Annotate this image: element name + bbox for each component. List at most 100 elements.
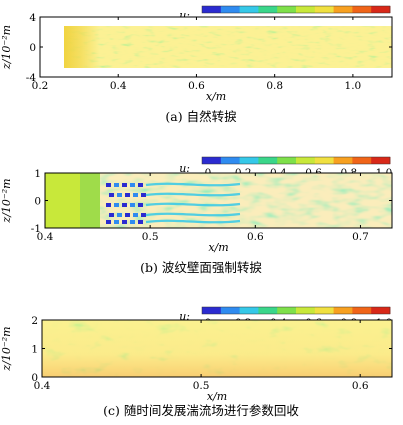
colorbar-swatch [239, 6, 259, 13]
x-tick-label: 0.4 [110, 80, 127, 92]
streak-line [145, 182, 241, 187]
streak-cell [122, 220, 127, 224]
colorbar-swatch [258, 157, 278, 164]
y-tick-label: 0 [29, 42, 36, 54]
x-tick-label: 0.6 [247, 231, 264, 243]
colorbar-swatch [239, 307, 259, 314]
colorbar-swatch [277, 307, 297, 314]
colorbar-swatch [258, 6, 278, 13]
panel-c: u:00.20.40.60.81.0 0.40.50.6210x/mz/10⁻²… [0, 306, 393, 403]
streaks-b [106, 182, 241, 224]
y-tick-label: -1 [31, 223, 41, 235]
colorbar-swatch [314, 157, 334, 164]
laminar-region-b [45, 173, 80, 228]
panel-b: u:00.20.40.60.81.0 0.40.50.60.710-1x/mz/… [0, 156, 393, 254]
x-axis-label: x/m [208, 241, 228, 254]
colorbar-swatch [220, 307, 240, 314]
flow-field-b [100, 173, 392, 228]
caption-b: (b) 波纹壁面强制转捩 [140, 260, 262, 275]
streak-line [145, 192, 241, 197]
y-tick-label: 4 [29, 12, 36, 24]
caption-c: (c) 随时间发展湍流场进行参数回收 [103, 403, 299, 418]
colorbar-swatch [352, 6, 372, 13]
colorbar-swatch [202, 157, 222, 164]
colorbar-swatch [220, 157, 240, 164]
x-tick-label: 0.2 [32, 80, 49, 92]
colorbar-swatch [333, 6, 353, 13]
x-tick-label: 0.8 [266, 80, 283, 92]
streak-cell [122, 203, 127, 207]
streak-line [145, 202, 241, 207]
colorbar-swatch [352, 307, 372, 314]
x-tick-label: 0.6 [188, 80, 205, 92]
streak-cell [117, 193, 122, 197]
colorbar-swatch [314, 307, 334, 314]
colorbar-swatch [314, 6, 334, 13]
colorbar-swatch [277, 6, 297, 13]
streak-cell [106, 220, 111, 224]
y-axis-label: z/10⁻²m [0, 178, 13, 223]
streak-cell [133, 193, 138, 197]
colorbar-swatch [371, 6, 391, 13]
y-tick-label: 0 [34, 196, 41, 208]
y-axis-label: z/10⁻²m [0, 25, 13, 70]
colorbar-swatch [202, 307, 222, 314]
streak-cell [106, 203, 111, 207]
colorbar-swatch [333, 157, 353, 164]
streak-cell [114, 220, 119, 224]
x-tick-label: 0.5 [193, 380, 210, 392]
streak-cell [117, 213, 122, 217]
streak-cell [133, 213, 138, 217]
colorbar-swatch [296, 307, 316, 314]
streak-cell [141, 213, 146, 217]
streak-cell [109, 213, 114, 217]
x-tick-label: 0.4 [37, 231, 54, 243]
y-tick-label: 2 [31, 315, 38, 327]
streak-cell [138, 203, 143, 207]
streak-cell [138, 183, 143, 187]
y-tick-label: -4 [26, 72, 37, 84]
panel-a: u:00.20.40.60.81.0 0.20.40.60.81.040-4x/… [0, 5, 393, 103]
y-axis-label: z/10⁻²m [0, 326, 13, 371]
colorbar-swatch [352, 157, 372, 164]
y-tick-label: 1 [31, 344, 38, 356]
colorbar-swatch [333, 307, 353, 314]
streak-cell [130, 203, 135, 207]
streak-cell [122, 183, 127, 187]
streak-cell [109, 193, 114, 197]
colorbar-swatch [220, 6, 240, 13]
colorbar-label: u: [179, 162, 190, 175]
colorbar-swatch [258, 307, 278, 314]
caption-a: (a) 自然转捩 [165, 109, 237, 124]
colorbar-swatch [371, 307, 391, 314]
colorbar-swatch [239, 157, 259, 164]
streak-cell [114, 183, 119, 187]
streak-cell [114, 203, 119, 207]
x-tick-label: 0.5 [142, 231, 159, 243]
streak-line [145, 212, 241, 217]
colorbar-swatch [296, 6, 316, 13]
x-tick-label: 0.6 [352, 380, 369, 392]
y-tick-label: 0 [31, 372, 38, 384]
streak-cell [125, 213, 130, 217]
streak-cell [125, 193, 130, 197]
y-tick-label: 1 [34, 168, 41, 180]
streak-cell [138, 220, 143, 224]
colorbar-label: u: [179, 9, 190, 22]
x-axis-label: x/m [207, 390, 227, 403]
streak-cell [106, 183, 111, 187]
colorbar-label: u: [179, 310, 190, 323]
x-tick-label: 0.4 [34, 380, 51, 392]
colorbar-swatch [277, 157, 297, 164]
streak-cell [130, 183, 135, 187]
streak-cell [130, 220, 135, 224]
streak-cell [141, 193, 146, 197]
colorbar-swatch [202, 6, 222, 13]
streak-line [145, 219, 241, 224]
colorbar-swatch [371, 157, 391, 164]
x-tick-label: 0.7 [352, 231, 369, 243]
colorbar-swatch [296, 157, 316, 164]
x-axis-label: x/m [206, 90, 226, 103]
x-tick-label: 1.0 [345, 80, 362, 92]
